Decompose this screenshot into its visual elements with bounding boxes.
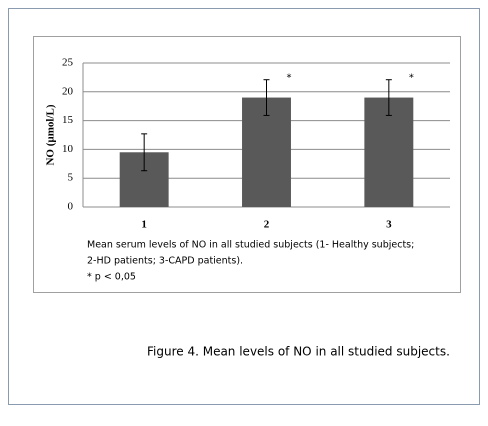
x-tick-label: 3: [386, 219, 392, 231]
x-tick-label: 2: [264, 219, 270, 231]
y-tick-label: 20: [62, 85, 74, 97]
significance-marker: *: [409, 73, 414, 84]
chart-note: * p < 0,05: [87, 272, 136, 283]
y-tick-label: 15: [62, 114, 74, 126]
figure-caption: Figure 4. Mean levels of NO in all studi…: [147, 345, 450, 359]
y-tick-label: 25: [62, 57, 74, 69]
significance-marker: *: [287, 73, 292, 84]
y-tick-label: 5: [68, 172, 74, 184]
y-tick-label: 10: [62, 143, 74, 155]
chart-note: Mean serum levels of NO in all studied s…: [87, 240, 414, 251]
x-tick-label: 1: [141, 219, 147, 231]
y-axis-label: NO (µmol/L): [45, 104, 57, 165]
y-tick-label: 0: [68, 201, 74, 213]
chart-note: 2-HD patients; 3-CAPD patients).: [87, 256, 243, 267]
